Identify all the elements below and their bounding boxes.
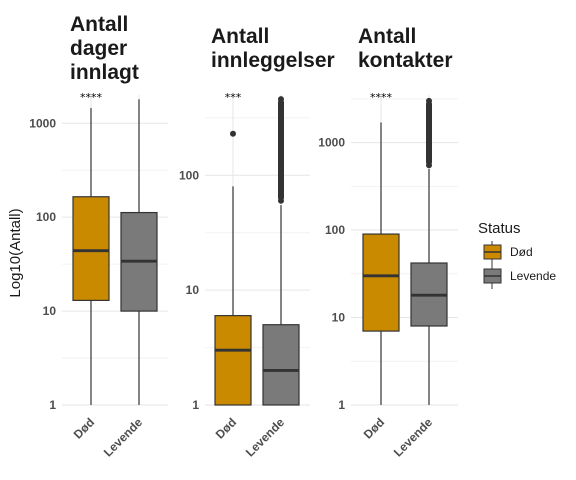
panel-title-line: innleggelser <box>211 49 335 72</box>
panel-3: Antall kontakter 1 10 100 1000 Død Levende **** <box>318 25 458 460</box>
box-Levende <box>262 96 300 406</box>
panel-title-line: Antall <box>358 25 416 48</box>
y-tick-label: 10 <box>43 304 57 318</box>
y-tick-label: 1 <box>338 398 345 412</box>
legend: Status Død Levende <box>478 220 556 289</box>
box-Død <box>362 122 400 405</box>
y-tick-label: 100 <box>325 223 345 237</box>
panel-title: Antall dager innlagt <box>70 13 139 84</box>
panel-2: Antall innleggelser 1 10 100 Død Levende *** <box>179 25 335 460</box>
panel-title-line: kontakter <box>358 49 453 72</box>
outlier-cluster <box>278 99 284 201</box>
legend-label: Levende <box>510 269 556 283</box>
y-tick-label: 1000 <box>318 136 345 150</box>
panel-title: Antall innleggelser <box>211 25 335 72</box>
legend-key: Død <box>483 241 533 265</box>
legend-title: Status <box>478 220 521 237</box>
significance-label: *** <box>225 91 242 104</box>
legend-label: Død <box>510 245 533 259</box>
y-tick-label: 1000 <box>29 116 56 130</box>
panel-title-line: Antall <box>70 13 128 36</box>
box-body <box>362 233 400 332</box>
y-tick-label: 10 <box>186 283 200 297</box>
significance-label: **** <box>80 91 103 104</box>
panel-1: Antall dager innlagt 1 10 100 1000 Død Levende **… <box>29 13 168 460</box>
box-body <box>214 315 252 406</box>
panel-title: Antall kontakter <box>358 25 453 72</box>
y-axis-label: Log10(Antall) <box>7 208 24 297</box>
box-Død <box>72 108 110 405</box>
box-Levende <box>410 97 448 405</box>
outlier-cluster <box>426 100 432 166</box>
x-tick-label: Død <box>213 415 239 441</box>
box-Død <box>214 130 252 406</box>
x-tick-label: Død <box>361 415 387 441</box>
outlier-point <box>230 130 236 137</box>
y-tick-label: 100 <box>179 168 199 182</box>
panel-title-line: Antall <box>211 25 269 48</box>
x-tick-label: Levende <box>243 415 288 460</box>
box-Levende <box>120 99 158 405</box>
significance-label: **** <box>370 91 393 104</box>
y-tick-label: 100 <box>36 210 56 224</box>
legend-key: Levende <box>483 265 556 289</box>
box-body <box>72 196 110 301</box>
x-tick-label: Levende <box>391 415 436 460</box>
x-tick-label: Død <box>71 415 97 441</box>
y-tick-label: 1 <box>49 398 56 412</box>
y-tick-label: 10 <box>332 311 346 325</box>
x-tick-label: Levende <box>101 415 146 460</box>
y-tick-label: 1 <box>192 398 199 412</box>
panel-title-line: dager <box>70 37 127 60</box>
panel-title-line: innlagt <box>70 61 139 84</box>
box-body <box>262 324 300 406</box>
